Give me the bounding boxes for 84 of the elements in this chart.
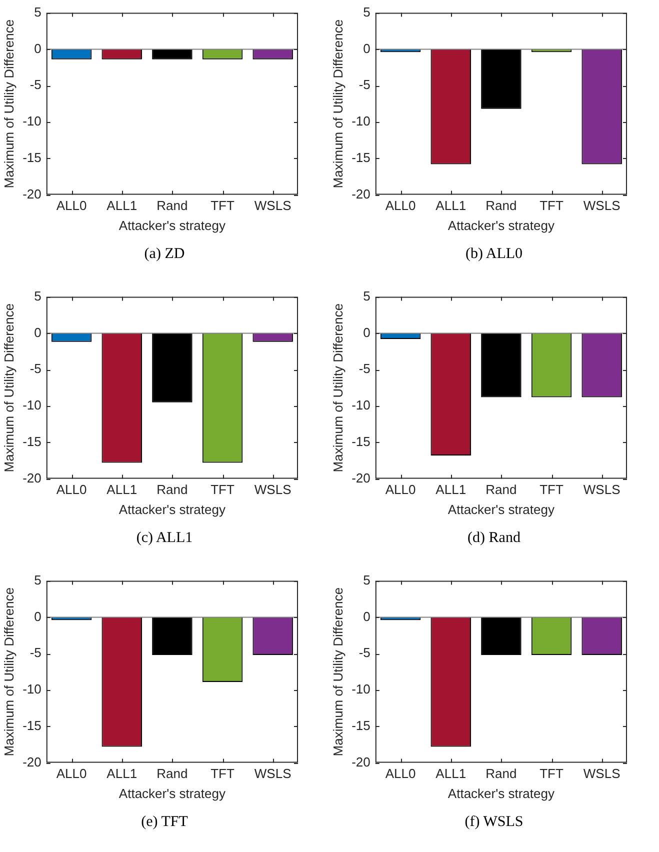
- y-tick-label: -5: [30, 645, 42, 660]
- y-tick-label: -10: [352, 682, 370, 697]
- y-axis-title: Maximum of Utility Difference: [330, 19, 346, 188]
- x-tick-label: WSLS: [254, 482, 292, 498]
- text: (f) WSLS: [464, 814, 524, 831]
- y-tick-label: -10: [352, 114, 370, 129]
- y-tick-label: 0: [363, 40, 370, 56]
- x-tick-label: TFT: [540, 482, 564, 498]
- y-tick-label: -20: [22, 754, 42, 770]
- y-tick-label: -20: [22, 186, 42, 202]
- y-tick-label: -15: [352, 718, 370, 733]
- text: (e) TFT: [140, 814, 189, 831]
- x-axis-title: Attacker's strategy: [448, 502, 555, 517]
- x-tick-label: ALL0: [56, 482, 87, 498]
- x-tick-label: ALL1: [106, 766, 138, 782]
- x-tick-label: ALL1: [106, 482, 138, 498]
- x-tick-label: Rand: [486, 482, 517, 498]
- y-tick-label: 0: [34, 40, 42, 56]
- x-tick-label: ALL1: [106, 198, 138, 214]
- x-tick-label: WSLS: [254, 766, 292, 782]
- y-tick-label: -10: [22, 114, 42, 129]
- x-tick-label: TFT: [540, 198, 564, 214]
- y-tick-label: 0: [363, 324, 370, 340]
- x-tick-label: Rand: [156, 198, 188, 214]
- text: (b) ALL0: [464, 246, 524, 263]
- x-tick-label: WSLS: [583, 198, 621, 214]
- y-axis-title: Maximum of Utility Difference: [1, 587, 16, 756]
- x-tick-label: ALL1: [436, 198, 466, 214]
- x-axis-title: Attacker's strategy: [118, 502, 226, 517]
- text: (c) ALL1: [135, 530, 194, 547]
- x-tick-label: ALL0: [385, 198, 416, 214]
- y-axis-title: Maximum of Utility Difference: [330, 587, 346, 756]
- x-axis-title: Attacker's strategy: [118, 786, 226, 801]
- x-tick-label: ALL1: [436, 482, 466, 498]
- y-tick-label: -15: [22, 434, 42, 449]
- y-tick-label: -15: [22, 718, 42, 733]
- x-tick-label: ALL0: [385, 482, 416, 498]
- x-tick-label: ALL1: [436, 766, 466, 782]
- y-tick-label: -15: [352, 150, 370, 165]
- y-tick-label: -5: [30, 77, 42, 92]
- text: (d) Rand: [466, 530, 522, 547]
- x-tick-label: Rand: [486, 766, 517, 782]
- text: (a) ZD: [143, 246, 186, 263]
- y-axis-title: Maximum of Utility Difference: [1, 19, 16, 188]
- x-tick-label: Rand: [156, 482, 188, 498]
- y-tick-label: 0: [34, 608, 42, 624]
- y-tick-label: -20: [352, 186, 370, 202]
- y-tick-label: 0: [34, 324, 42, 340]
- x-tick-label: TFT: [210, 198, 234, 214]
- x-tick-label: TFT: [210, 766, 234, 782]
- y-tick-label: -15: [352, 434, 370, 449]
- y-tick-label: -5: [30, 361, 42, 376]
- y-axis-title: Maximum of Utility Difference: [1, 303, 16, 472]
- x-tick-label: Rand: [486, 198, 517, 214]
- x-axis-title: Attacker's strategy: [448, 786, 555, 801]
- y-tick-label: -5: [358, 77, 370, 92]
- x-tick-label: TFT: [540, 766, 564, 782]
- x-tick-label: Rand: [156, 766, 188, 782]
- y-tick-label: 5: [34, 4, 42, 20]
- x-tick-label: ALL0: [56, 198, 87, 214]
- y-tick-label: 5: [363, 572, 370, 588]
- y-tick-label: -10: [22, 682, 42, 697]
- y-tick-label: -10: [352, 398, 370, 413]
- x-tick-label: ALL0: [56, 766, 87, 782]
- y-tick-label: -20: [352, 754, 370, 770]
- x-tick-label: WSLS: [583, 766, 621, 782]
- x-tick-label: ALL0: [385, 766, 416, 782]
- y-tick-label: -15: [22, 150, 42, 165]
- x-axis-title: Attacker's strategy: [448, 218, 555, 233]
- x-axis-title: Attacker's strategy: [118, 218, 226, 233]
- y-tick-label: 5: [363, 288, 370, 304]
- y-tick-label: -20: [352, 470, 370, 486]
- y-axis-title: Maximum of Utility Difference: [330, 303, 346, 472]
- y-tick-label: 5: [34, 288, 42, 304]
- y-tick-label: -5: [358, 361, 370, 376]
- y-tick-label: 5: [363, 4, 370, 20]
- x-tick-label: TFT: [210, 482, 234, 498]
- y-tick-label: 0: [363, 608, 370, 624]
- y-tick-label: -5: [358, 645, 370, 660]
- y-tick-label: 5: [34, 572, 42, 588]
- y-tick-label: -10: [22, 398, 42, 413]
- y-tick-label: -20: [22, 470, 42, 486]
- x-tick-label: WSLS: [254, 198, 292, 214]
- x-tick-label: WSLS: [583, 482, 621, 498]
